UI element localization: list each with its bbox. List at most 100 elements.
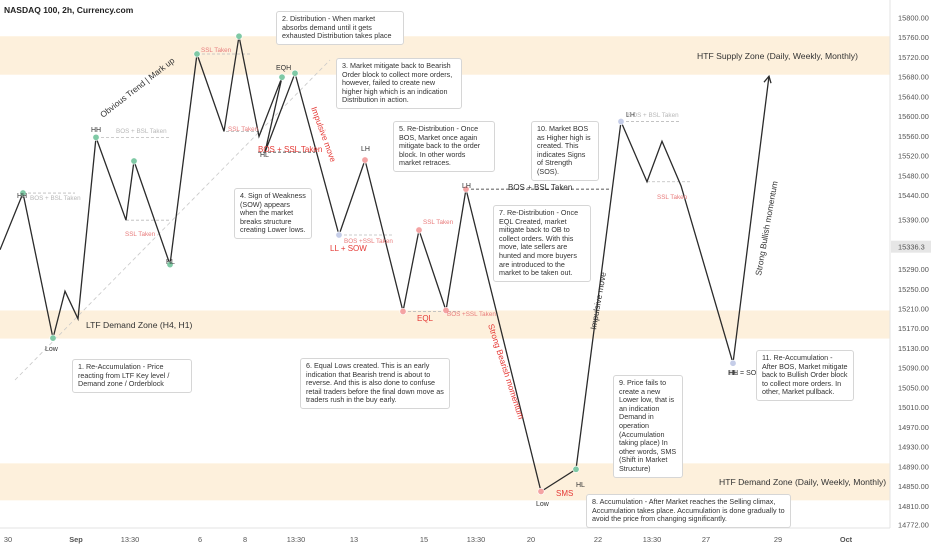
swing-marker [442, 306, 450, 314]
swing-marker [335, 231, 343, 239]
y-tick-label: 15800.00 [898, 14, 929, 23]
x-tick-label: 22 [594, 535, 602, 544]
swing-marker [729, 359, 737, 367]
point-label: HH [91, 127, 101, 134]
y-tick-label: 15050.00 [898, 383, 929, 392]
note-4: 4. Sign of Weakness (SOW) appears when t… [234, 188, 312, 239]
point-label: LH [462, 183, 471, 190]
current-price-tag [891, 240, 931, 253]
x-tick-label: 8 [243, 535, 247, 544]
x-tick-label: 6 [198, 535, 202, 544]
faint-label: SSL Taken [228, 126, 259, 133]
price-line [0, 36, 770, 493]
x-tick-label: 20 [527, 535, 535, 544]
chart-title: NASDAQ 100, 2h, Currency.com [4, 5, 134, 15]
faint-label: SSL Taken [201, 47, 232, 54]
y-tick-label: 14930.00 [898, 443, 929, 452]
point-label: HL [576, 482, 585, 489]
note-11: 11. Re-Accumulation - After BOS, Market … [756, 350, 854, 401]
eql-label: EQL [417, 314, 434, 323]
x-tick-label: 15 [420, 535, 428, 544]
swing-marker [278, 73, 286, 81]
faint-label: BOS + BSL Taken [628, 112, 679, 119]
y-tick-label: 15210.00 [898, 304, 929, 313]
swing-marker [361, 156, 369, 164]
zone-band-2 [0, 310, 890, 339]
point-label: HL [729, 370, 738, 377]
y-tick-label: 15480.00 [898, 171, 929, 180]
y-tick-label: 15640.00 [898, 92, 929, 101]
x-tick-label: 27 [702, 535, 710, 544]
y-tick-label: 15600.00 [898, 112, 929, 121]
y-tick-label: 15250.00 [898, 285, 929, 294]
y-tick-label: 15170.00 [898, 324, 929, 333]
y-tick-label: 15390.00 [898, 216, 929, 225]
swing-marker [617, 118, 625, 126]
swing-marker [193, 50, 201, 58]
swing-marker [537, 487, 545, 495]
y-tick-label: 15130.00 [898, 344, 929, 353]
y-tick-label: 14810.00 [898, 502, 929, 511]
swing-marker [92, 133, 100, 141]
x-tick-label: 29 [774, 535, 782, 544]
point-label: HH [17, 193, 27, 200]
swing-marker [399, 307, 407, 315]
point-label: HH = SOS [728, 370, 761, 377]
x-tick-label: 13:30 [467, 535, 486, 544]
zone-label-1: HTF Supply Zone (Daily, Weekly, Monthly) [697, 51, 858, 61]
swing-marker [462, 185, 470, 193]
faint-label: SSL Taken [423, 219, 454, 226]
zone-label-3: HTF Demand Zone (Daily, Weekly, Monthly) [719, 477, 886, 487]
faint-label: SSL Taken [125, 231, 156, 238]
faint-label: SSL Taken [657, 194, 688, 201]
zone-label-2: LTF Demand Zone (H4, H1) [86, 320, 192, 330]
trend-line [14, 59, 331, 381]
x-tick-label: Sep [69, 535, 83, 544]
x-tick-label: Oct [840, 535, 853, 544]
y-tick-label: 14772.00 [898, 521, 929, 530]
current-price-label: 15336.3 [898, 243, 925, 252]
trend-arrowhead [763, 74, 772, 84]
bos-bsl-label: BOS + BSL Taken [508, 183, 572, 192]
bos-label: SMS [556, 489, 573, 498]
note-5: 5. Re-Distribution - Once BOS, Market on… [393, 121, 495, 172]
note-10: 10. Market BOS as Higher high is created… [531, 121, 599, 181]
y-tick-label: 15520.00 [898, 152, 929, 161]
point-label: LH [626, 112, 635, 119]
faint-label: BOS + BSL Taken [116, 128, 167, 135]
swing-marker [572, 465, 580, 473]
faint-label: BOS +SSL Taken [344, 238, 393, 245]
bos-label: BOS + SSL Taken [258, 145, 322, 154]
y-tick-label: 15760.00 [898, 33, 929, 42]
y-tick-label: 15290.00 [898, 265, 929, 274]
y-tick-label: 15010.00 [898, 403, 929, 412]
bos-label: LL + SOW [330, 244, 367, 253]
faint-label: BOS +SSL Taken [447, 311, 496, 318]
point-label: Low [536, 501, 550, 508]
faint-label: BOS + BSL Taken [30, 195, 81, 202]
y-tick-label: 15680.00 [898, 73, 929, 82]
y-tick-label: 14890.00 [898, 462, 929, 471]
swing-marker [166, 261, 174, 269]
swing-marker [49, 334, 57, 342]
x-tick-label: 13:30 [287, 535, 306, 544]
x-tick-label: 13:30 [643, 535, 662, 544]
swing-marker [415, 226, 423, 234]
y-tick-label: 14970.00 [898, 423, 929, 432]
swing-marker [130, 157, 138, 165]
note-3: 3. Market mitigate back to Bearish Order… [336, 58, 462, 109]
point-label: LH [361, 146, 370, 153]
point-label: Low [45, 346, 59, 353]
note-7: 7. Re-Distribution - Once EQL Created, m… [493, 205, 591, 282]
y-tick-label: 15560.00 [898, 132, 929, 141]
note-6: 6. Equal Lows created. This is an early … [300, 358, 450, 409]
note-1: 1. Re-Accumulation - Price reacting from… [72, 359, 192, 393]
y-tick-label: 15440.00 [898, 191, 929, 200]
swing-marker [235, 32, 243, 40]
y-tick-label: 15720.00 [898, 53, 929, 62]
x-tick-label: 13:30 [121, 535, 140, 544]
point-label: HL [260, 152, 269, 159]
y-tick-label: 14850.00 [898, 482, 929, 491]
swing-marker [19, 189, 27, 197]
